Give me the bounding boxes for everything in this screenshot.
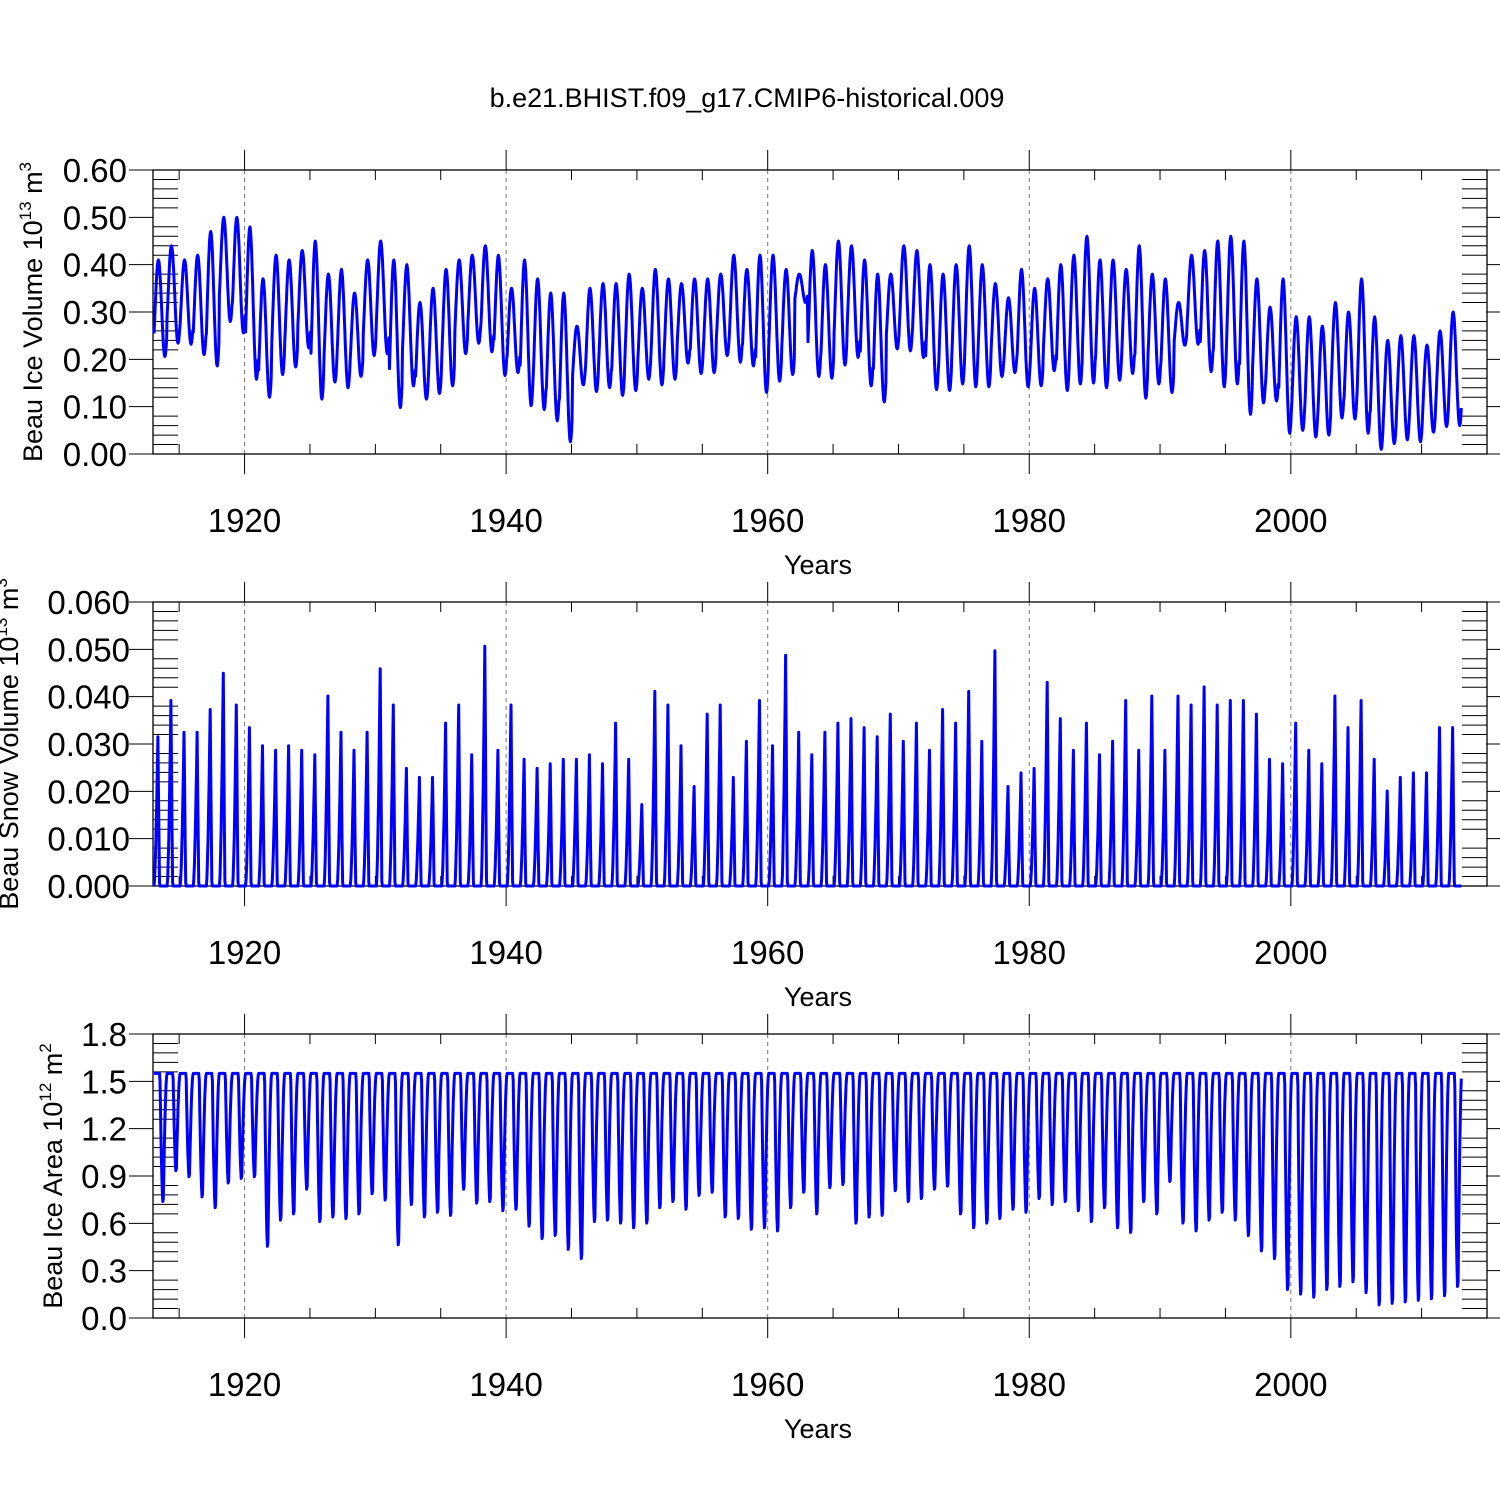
- chart-title: b.e21.BHIST.f09_g17.CMIP6-historical.009: [490, 83, 1005, 113]
- x-tick-label: 1940: [469, 502, 542, 539]
- x-tick-label: 1940: [469, 934, 542, 971]
- plot-frame: [152, 169, 1488, 455]
- x-tick-label: 1920: [208, 934, 281, 971]
- plot-frame: [152, 1033, 1488, 1319]
- y-tick-label: 0.30: [63, 294, 127, 331]
- panel-ice-area: 1920 1940 1960 1980 2000 0.0 0.3 0.6 0.9 1.2 1.5 1.…: [36, 1014, 1500, 1444]
- x-tick-label: 1960: [731, 502, 804, 539]
- panel-snow-volume: 1920 1940 1960 1980 2000 0.000 0.010 0.020 0.030…: [0, 578, 1500, 1012]
- y-tick-label: 0.10: [63, 389, 127, 426]
- y-tick-label: 0.020: [47, 773, 130, 810]
- x-axis-label: Years: [784, 550, 852, 580]
- y-tick-label: 0.40: [63, 247, 127, 284]
- x-axis-label: Years: [784, 982, 852, 1012]
- y-tick-label: 1.5: [81, 1063, 127, 1100]
- panel-ice-volume: 1920 1940 1960 1980 2000 0.00 0.10 0.20 0.30 0.40…: [16, 150, 1500, 580]
- x-axis-label: Years: [784, 1414, 852, 1444]
- x-tick-label: 1960: [731, 934, 804, 971]
- series-line-ice-volume: [152, 215, 1463, 451]
- x-tick-label: 1980: [993, 502, 1066, 539]
- x-tick-label: 1920: [208, 1366, 281, 1403]
- y-tick-label: 0.50: [63, 199, 127, 236]
- y-tick-label: 0.000: [47, 868, 130, 905]
- y-tick-label: 0.0: [81, 1300, 127, 1337]
- y-tick-label: 0.060: [47, 584, 130, 621]
- series-line-snow-volume: [152, 644, 1463, 888]
- x-tick-label: 1960: [731, 1366, 804, 1403]
- x-tick-label: 1980: [993, 934, 1066, 971]
- y-tick-label: 0.030: [47, 726, 130, 763]
- y-axis-label: Beau Ice Volume 1013 m3: [16, 162, 48, 462]
- y-tick-label: 0.9: [81, 1158, 127, 1195]
- y-tick-label: 1.8: [81, 1016, 127, 1053]
- x-tick-label: 1980: [993, 1366, 1066, 1403]
- y-tick-label: 1.2: [81, 1111, 127, 1148]
- y-tick-label: 0.60: [63, 152, 127, 189]
- y-tick-label: 0.3: [81, 1253, 127, 1290]
- x-tick-label: 1920: [208, 502, 281, 539]
- series-line-ice-area: [153, 1071, 1463, 1307]
- y-tick-label: 0.6: [81, 1205, 127, 1242]
- y-axis-label: Beau Ice Area 1012 m2: [36, 1043, 68, 1309]
- y-axis-label: Beau Snow Volume 1013 m3: [0, 578, 24, 910]
- x-tick-label: 1940: [469, 1366, 542, 1403]
- y-tick-label: 0.010: [47, 821, 130, 858]
- x-tick-label: 2000: [1254, 502, 1327, 539]
- x-tick-label: 2000: [1254, 934, 1327, 971]
- y-tick-label: 0.040: [47, 679, 130, 716]
- y-tick-label: 0.00: [63, 436, 127, 473]
- y-tick-label: 0.20: [63, 341, 127, 378]
- y-tick-label: 0.050: [47, 631, 130, 668]
- x-tick-label: 2000: [1254, 1366, 1327, 1403]
